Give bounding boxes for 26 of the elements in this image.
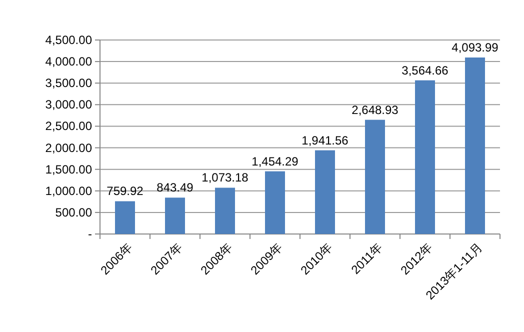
y-tick-label: 4,500.00: [45, 33, 92, 47]
y-tick-label: 1,500.00: [45, 162, 92, 176]
data-label: 1,941.56: [302, 133, 349, 148]
bar: [315, 150, 335, 234]
bar: [465, 58, 485, 234]
y-tick-label: 2,500.00: [45, 119, 92, 134]
y-tick-label: 3,000.00: [45, 98, 92, 112]
data-label: 843.49: [156, 180, 194, 195]
data-label: 2,648.93: [352, 102, 399, 117]
bar: [265, 171, 285, 234]
data-label: 1,073.18: [202, 170, 249, 185]
y-tick-label: -: [88, 227, 92, 241]
y-tick-label: 1,000.00: [45, 184, 92, 198]
y-tick-label: 2,000.00: [45, 140, 92, 155]
bar: [115, 201, 135, 234]
y-tick-label: 4,000.00: [45, 54, 92, 69]
y-tick-label: 500.00: [55, 205, 92, 220]
data-label: 4,093.99: [452, 40, 499, 55]
y-tick-label: 3,500.00: [45, 76, 92, 90]
data-label: 3,564.66: [402, 63, 449, 78]
bar: [365, 120, 385, 234]
bar: [415, 80, 435, 234]
bar: [215, 188, 235, 234]
bar: [165, 198, 185, 234]
data-label: 759.92: [106, 184, 144, 198]
data-label: 1,454.29: [252, 154, 299, 168]
